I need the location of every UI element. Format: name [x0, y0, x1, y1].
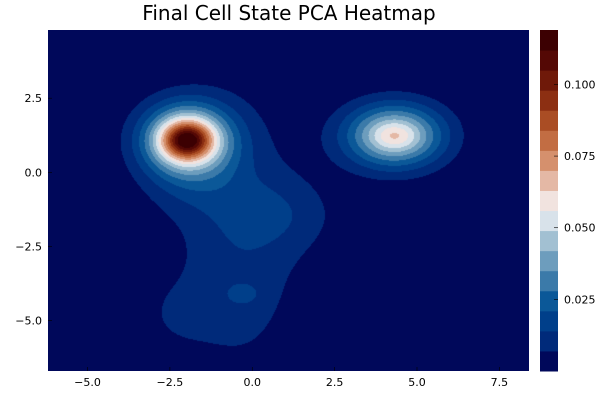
colorbar-level-swatch [540, 330, 558, 352]
colorbar-level-swatch [540, 110, 558, 131]
colorbar-level-swatch [540, 250, 558, 272]
y-tick-label: 0.0 [25, 166, 43, 179]
x-axis: −5.0 −2.5 0.0 2.5 5.0 7.5 [74, 367, 508, 389]
colorbar-level-swatch [540, 90, 558, 111]
x-tick-label: −5.0 [74, 376, 101, 389]
colorbar-level-swatch [540, 190, 558, 212]
colorbar-level-swatch [540, 50, 558, 71]
heatmap-density-field [48, 30, 529, 371]
chart-title: Final Cell State PCA Heatmap [142, 1, 435, 25]
colorbar-tick-label: 0.075 [564, 150, 596, 163]
colorbar-level-swatch [540, 170, 558, 191]
colorbar-tick-label: 0.100 [564, 78, 596, 91]
y-tick-label: −5.0 [15, 315, 42, 328]
x-tick-label: 0.0 [244, 376, 262, 389]
colorbar-level-swatch [540, 270, 558, 292]
colorbar-level-swatch [540, 230, 558, 252]
colorbar-level-swatch [540, 150, 558, 171]
plot-area [48, 30, 529, 371]
colorbar-level-swatch [540, 210, 558, 232]
x-tick-label: 2.5 [326, 376, 344, 389]
x-tick-label: −2.5 [157, 376, 184, 389]
x-tick-label: 5.0 [408, 376, 426, 389]
colorbar-level-swatch [540, 310, 558, 332]
colorbar-tick-label: 0.050 [564, 222, 596, 235]
colorbar-level-swatch [540, 290, 558, 312]
y-axis: 2.5 0.0 −2.5 −5.0 [15, 92, 52, 328]
colorbar-tick-label: 0.025 [564, 293, 596, 306]
y-tick-label: 2.5 [25, 92, 43, 105]
colorbar: 0.025 0.050 0.075 0.100 [540, 30, 596, 372]
colorbar-level-swatch [540, 30, 558, 51]
colorbar-level-swatch [540, 70, 558, 91]
x-tick-label: 7.5 [491, 376, 509, 389]
y-tick-label: −2.5 [15, 240, 42, 253]
colorbar-level-swatch [540, 350, 558, 372]
colorbar-level-swatch [540, 130, 558, 151]
